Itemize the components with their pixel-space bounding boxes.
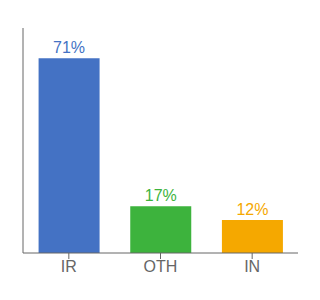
svg-text:12%: 12% <box>236 201 268 218</box>
svg-text:71%: 71% <box>53 39 85 56</box>
svg-text:IR: IR <box>61 258 77 275</box>
svg-text:17%: 17% <box>145 187 177 204</box>
svg-text:OTH: OTH <box>144 258 178 275</box>
svg-text:IN: IN <box>244 258 260 275</box>
